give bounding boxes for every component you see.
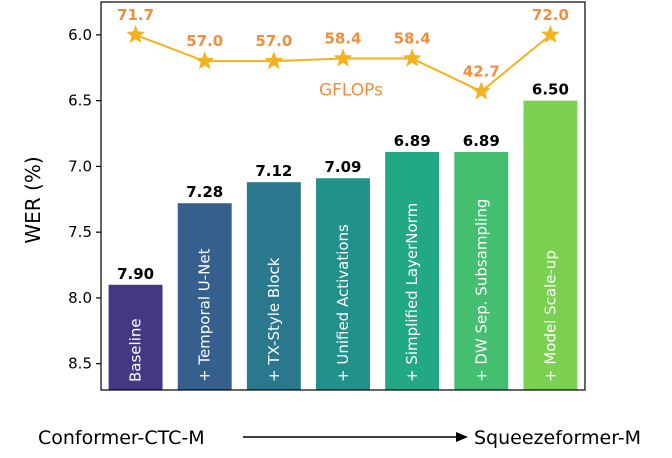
category-label-3: + Unified Activations	[334, 224, 352, 382]
bar-value-label-3: 7.09	[324, 158, 361, 176]
bar-2	[246, 182, 301, 390]
y-axis-title: WER (%)	[21, 156, 45, 243]
plot-area: 6.0 6.5 7.0 7.5 8.0 8.5 7.90 Baseline 7.28 + Temp…	[68, 6, 578, 390]
category-label-5: + DW Sep. Subsampling	[472, 199, 490, 382]
gflops-value-label-3: 58.4	[324, 30, 361, 48]
bar-1	[177, 203, 232, 390]
footer-start-label: Conformer-CTC-M	[38, 427, 205, 449]
bar-value-label-6: 6.50	[532, 81, 569, 99]
bar-5	[454, 151, 509, 390]
footer-end-label: Squeezeformer-M	[474, 427, 641, 449]
gflops-value-label-4: 58.4	[394, 30, 431, 48]
progression-arrow-head	[456, 432, 468, 442]
y-tick-label-4: 8.0	[68, 289, 92, 307]
gflops-star-0	[126, 24, 146, 43]
gflops-star-3	[333, 48, 353, 67]
category-label-0: Baseline	[127, 318, 145, 382]
category-label-4: + Simplified LayerNorm	[403, 203, 421, 382]
category-label-1: + Temporal U-Net	[196, 248, 214, 382]
y-tick-label-0: 6.0	[68, 26, 92, 44]
y-tick-label-5: 8.5	[68, 355, 92, 373]
gflops-value-label-2: 57.0	[255, 32, 292, 50]
gflops-star-4	[402, 48, 422, 67]
bar-value-label-1: 7.28	[186, 183, 223, 201]
bar-value-label-0: 7.90	[117, 265, 154, 283]
gflops-star-5	[471, 81, 491, 100]
gflops-value-label-5: 42.7	[463, 62, 500, 80]
bar-value-label-4: 6.89	[394, 132, 431, 150]
progression-footer: Conformer-CTC-M Squeezeformer-M	[38, 427, 641, 449]
bar-value-label-2: 7.12	[255, 162, 292, 180]
gflops-value-label-0: 71.7	[117, 6, 154, 24]
plot-frame	[100, 1, 586, 391]
bar-value-label-5: 6.89	[463, 132, 500, 150]
y-tick-label-1: 6.5	[68, 92, 92, 110]
gflops-star-2	[264, 51, 284, 70]
category-label-2: + TX-Style Block	[265, 257, 283, 382]
gflops-value-label-6: 72.0	[532, 6, 569, 24]
gflops-value-label-1: 57.0	[186, 32, 223, 50]
bar-6	[523, 100, 578, 390]
bar-0	[108, 284, 163, 390]
category-label-6: + Model Scale-up	[541, 250, 559, 382]
y-tick-label-2: 7.0	[68, 157, 92, 175]
gflops-star-6	[540, 24, 560, 43]
gflops-star-1	[195, 51, 215, 70]
gflops-series-label: GFLOPs	[319, 80, 383, 100]
bar-3	[316, 178, 370, 390]
y-tick-label-3: 7.5	[68, 223, 92, 241]
bar-4	[385, 151, 440, 390]
